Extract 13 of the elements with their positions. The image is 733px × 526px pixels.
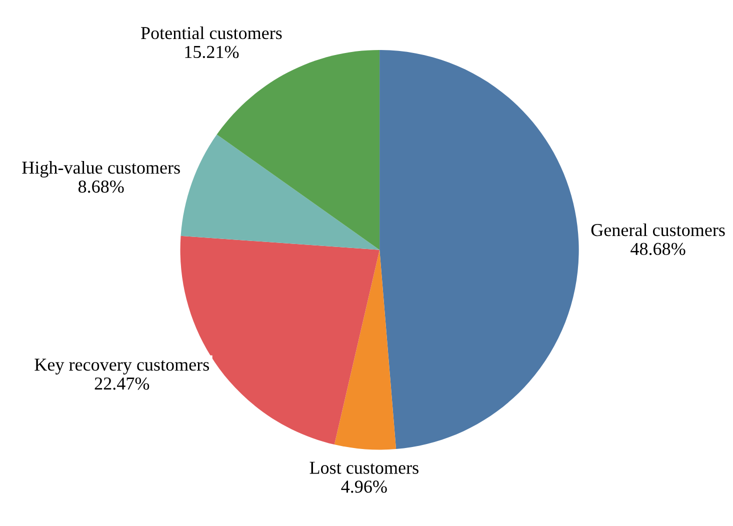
data-label: 22.47% bbox=[94, 378, 150, 390]
slice-label: Potential customers bbox=[141, 26, 282, 40]
data-label: 48.68% bbox=[630, 242, 686, 256]
slice-label: High-value customers bbox=[22, 161, 180, 178]
slice-label: Lost customers bbox=[310, 462, 418, 474]
pie-slice bbox=[380, 50, 579, 450]
data-label: 15.21% bbox=[185, 46, 239, 58]
slice-label: General customers bbox=[591, 223, 725, 236]
data-label: 4.96% bbox=[341, 480, 387, 493]
slice-label: Key recovery customers bbox=[34, 358, 209, 374]
pie-slice bbox=[180, 134, 380, 250]
data-label: 8.68% bbox=[78, 180, 124, 193]
pie-slice bbox=[334, 250, 396, 450]
